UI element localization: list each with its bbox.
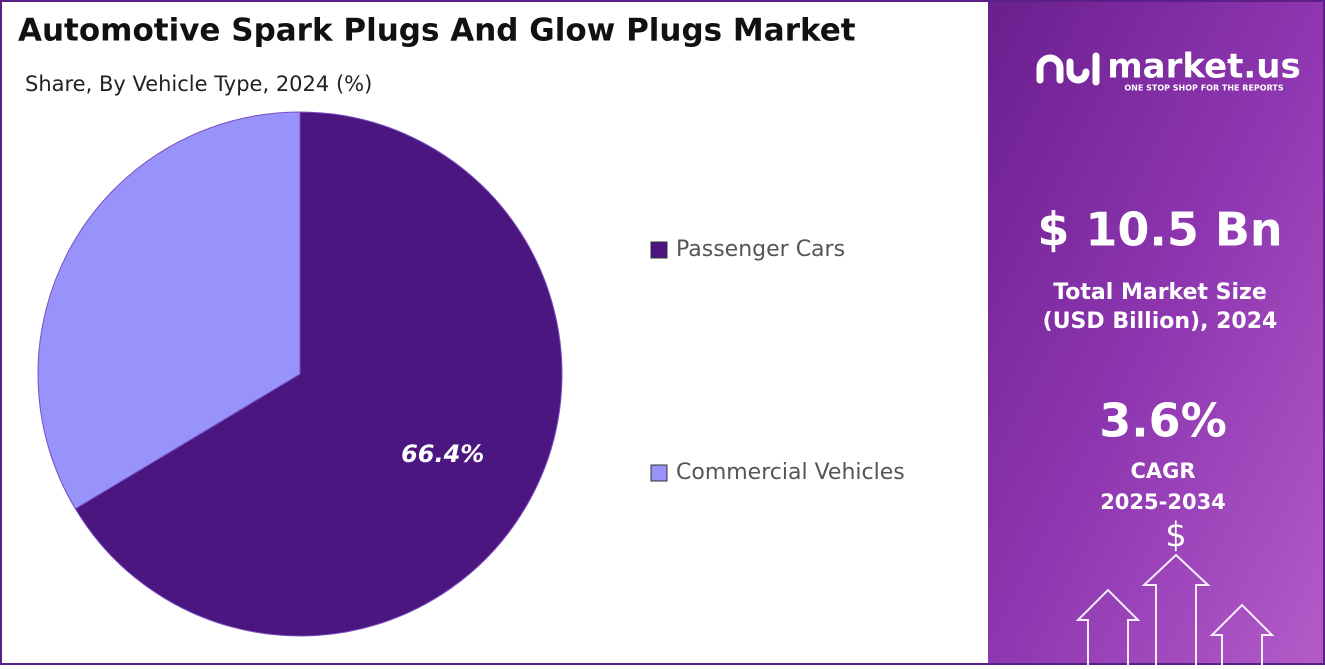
dollar-icon: $ — [1165, 516, 1187, 556]
legend-label: Passenger Cars — [676, 237, 845, 262]
cagr-period: 2025-2034 — [1100, 490, 1226, 514]
cagr-label: CAGR — [1130, 459, 1195, 483]
legend: Passenger Cars Commercial Vehicles — [650, 237, 905, 485]
legend-swatch — [650, 241, 668, 259]
legend-label: Commercial Vehicles — [676, 460, 905, 485]
side-texts: market.us ONE STOP SHOP FOR THE REPORTS … — [1036, 47, 1301, 556]
market-size-label: Total Market Size — [1053, 280, 1267, 305]
cagr-value: 3.6% — [1099, 394, 1227, 448]
pie-slice — [74, 111, 563, 637]
market-size-label: (USD Billion), 2024 — [1043, 309, 1278, 334]
logo-tagline: ONE STOP SHOP FOR THE REPORTS — [1124, 84, 1283, 93]
chart-title: Automotive Spark Plugs And Glow Plugs Ma… — [18, 13, 856, 49]
logo-mark — [1036, 52, 1100, 86]
side-panel — [988, 0, 1325, 665]
chart-subtitle: Share, By Vehicle Type, 2024 (%) — [25, 72, 372, 96]
pie: 66.4% — [37, 111, 563, 637]
legend-swatch — [650, 464, 668, 482]
pie-slice — [37, 111, 301, 510]
market-size: $ 10.5 Bn — [1037, 203, 1282, 257]
logo-text: market.us — [1107, 47, 1301, 87]
data-label: 66.4% — [401, 440, 484, 468]
arrows — [1075, 553, 1275, 665]
